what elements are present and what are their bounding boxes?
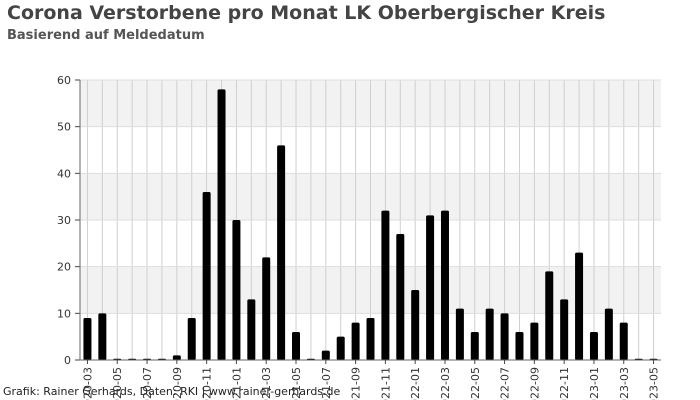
x-tick-label: 2023-05 — [648, 367, 661, 400]
bar-2021-12 — [396, 234, 405, 360]
x-tick-label: 2021-01 — [230, 367, 243, 400]
bar-2022-03 — [440, 210, 449, 360]
bar-2020-12 — [217, 89, 226, 360]
bar-2020-10 — [187, 318, 196, 360]
bar-2022-08 — [515, 332, 524, 360]
bar-2021-05 — [292, 332, 301, 360]
chart-title: Corona Verstorbene pro Monat LK Oberberg… — [7, 2, 606, 24]
bar-2021-11 — [381, 210, 390, 360]
bar-2022-02 — [426, 215, 435, 360]
x-tick-label: 2021-11 — [379, 367, 392, 400]
x-tick-label: 2022-03 — [439, 367, 452, 400]
chart-subtitle: Basierend auf Meldedatum — [7, 28, 205, 43]
y-tick-label: 10 — [57, 307, 71, 320]
bar-2021-09 — [351, 322, 360, 360]
y-tick-label: 40 — [57, 167, 71, 180]
x-tick-label: 2021-03 — [260, 367, 273, 400]
x-axis-ticks: 2020-03 2020-05 2020-07 2020-09 2020-11 2021-… — [81, 360, 661, 400]
bar-2021-10 — [366, 318, 375, 360]
x-tick-label: 2022-07 — [499, 367, 512, 400]
bar-2022-01 — [411, 290, 420, 360]
bar-2020-11 — [202, 192, 211, 360]
bar-2022-12 — [575, 252, 584, 360]
bar-2023-02 — [604, 308, 613, 360]
bar-2022-09 — [530, 322, 539, 360]
bar-2022-05 — [470, 332, 479, 360]
bar-2022-11 — [560, 299, 569, 360]
x-tick-label: 2020-07 — [141, 367, 154, 400]
bar-2020-03 — [83, 318, 92, 360]
bar-2022-10 — [545, 271, 554, 360]
x-tick-label: 2022-11 — [558, 367, 571, 400]
bar-2022-04 — [455, 308, 464, 360]
x-tick-label: 2023-01 — [588, 367, 601, 400]
bar-2021-04 — [277, 145, 286, 360]
x-tick-label: 2020-09 — [171, 367, 184, 400]
y-tick-label: 0 — [64, 354, 71, 367]
x-tick-label: 2021-05 — [290, 367, 303, 400]
x-tick-label: 2021-09 — [350, 367, 363, 400]
bar-2021-03 — [262, 257, 271, 360]
x-tick-label: 2020-03 — [81, 367, 94, 400]
bar-2020-04 — [98, 313, 107, 360]
bar-2021-08 — [336, 336, 345, 360]
y-tick-label: 20 — [57, 261, 71, 274]
bars — [83, 89, 658, 360]
x-tick-label: 2022-09 — [528, 367, 541, 400]
y-tick-label: 50 — [57, 121, 71, 134]
bar-2020-09 — [172, 355, 181, 360]
y-tick-label: 60 — [57, 74, 71, 87]
bar-2022-06 — [485, 308, 494, 360]
x-tick-label: 2020-05 — [111, 367, 124, 400]
x-tick-label: 2020-11 — [201, 367, 214, 400]
x-tick-label: 2022-05 — [469, 367, 482, 400]
x-tick-label: 2022-01 — [409, 367, 422, 400]
x-tick-label: 2021-07 — [320, 367, 333, 400]
source-credit: Grafik: Rainer Gerhards, Daten: RKI | ww… — [3, 385, 341, 398]
bar-2021-07 — [321, 350, 330, 360]
bar-2022-07 — [500, 313, 509, 360]
x-tick-label: 2023-03 — [618, 367, 631, 400]
bar-2021-01 — [232, 220, 241, 360]
bar-2023-03 — [619, 322, 628, 360]
bar-2021-02 — [247, 299, 256, 360]
bar-2023-01 — [589, 332, 598, 360]
y-tick-label: 30 — [57, 214, 71, 227]
y-axis-ticks: 0 10 20 30 40 50 60 — [57, 74, 661, 367]
